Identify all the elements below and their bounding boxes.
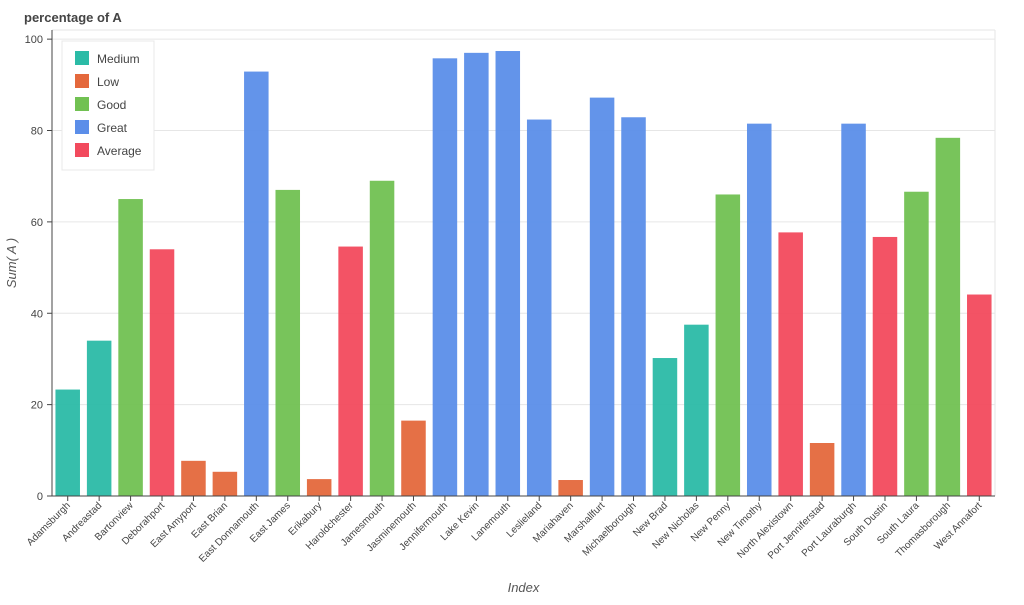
bar-mariahaven — [558, 480, 583, 496]
bar-marshallfurt — [589, 97, 615, 496]
legend-swatch — [75, 143, 89, 157]
legend-label: Good — [97, 98, 126, 112]
bar-west-annafort — [967, 294, 992, 496]
legend-swatch — [75, 97, 89, 111]
y-tick-label: 20 — [31, 400, 43, 412]
bar-east-james — [275, 189, 301, 496]
bar-new-nicholas — [684, 324, 709, 496]
bar-lanemouth — [495, 51, 521, 496]
x-tick-label: North Alexistown — [735, 500, 795, 560]
bar-bartonview — [118, 199, 143, 496]
legend-swatch — [75, 51, 89, 65]
legend-label: Great — [97, 121, 128, 135]
x-tick-label: Port Lauraburgh — [800, 500, 859, 559]
grid-lines — [52, 29, 996, 497]
legend-swatch — [75, 120, 89, 134]
bar-north-alexistown — [778, 232, 803, 496]
y-tick-label: 60 — [31, 217, 43, 229]
bar-new-timothy — [746, 123, 772, 496]
legend-label: Average — [97, 144, 142, 158]
bar-south-laura — [904, 191, 929, 496]
x-axis-label: Index — [508, 580, 540, 595]
y-tick-label: 80 — [31, 126, 43, 138]
bar-east-brian — [212, 471, 238, 496]
bar-east-amyport — [181, 460, 206, 496]
bar-new-brad — [652, 358, 678, 496]
axes — [51, 30, 995, 497]
bars — [55, 51, 992, 497]
y-axis-label: Sum( A ) — [4, 238, 19, 288]
bar-andreastad — [86, 340, 112, 496]
x-tick-label: Michaelborough — [581, 500, 639, 558]
y-tick-label: 40 — [31, 308, 43, 320]
bar-lake-kevin — [464, 52, 489, 496]
bar-haroldchester — [338, 246, 363, 496]
bar-south-dustin — [872, 236, 898, 497]
bar-thomasborough — [935, 137, 961, 496]
bar-port-lauraburgh — [841, 123, 866, 496]
bar-erikabury — [306, 479, 332, 496]
x-tick-label: Thomasborough — [894, 500, 953, 559]
chart-title: percentage of A — [24, 10, 122, 25]
bar-jasminemouth — [401, 420, 426, 496]
y-tick-label: 100 — [25, 34, 43, 46]
bar-east-donnamouth — [244, 71, 269, 496]
legend-swatch — [75, 74, 89, 88]
bar-new-penny — [715, 194, 741, 496]
bar-adamsburgh — [55, 389, 80, 496]
y-tick-label: 0 — [37, 491, 43, 503]
bar-deborahport — [149, 249, 175, 496]
bar-michaelborough — [621, 117, 646, 496]
bar-port-jenniferstad — [809, 443, 835, 496]
y-axis-ticks: 0 20 40 60 80 100 — [25, 34, 52, 503]
bar-leslieland — [526, 119, 552, 496]
legend-label: Medium — [97, 52, 140, 66]
x-axis-ticks: AdamsburghAndreastadBartonviewDeborahpor… — [25, 496, 985, 565]
x-tick-label: Port Jenniferstad — [766, 500, 827, 561]
legend-label: Low — [97, 75, 119, 89]
bar-jamesmouth — [369, 180, 395, 496]
legend: Medium Low Good Great Average — [61, 40, 155, 171]
bar-jennifermouth — [432, 58, 458, 496]
